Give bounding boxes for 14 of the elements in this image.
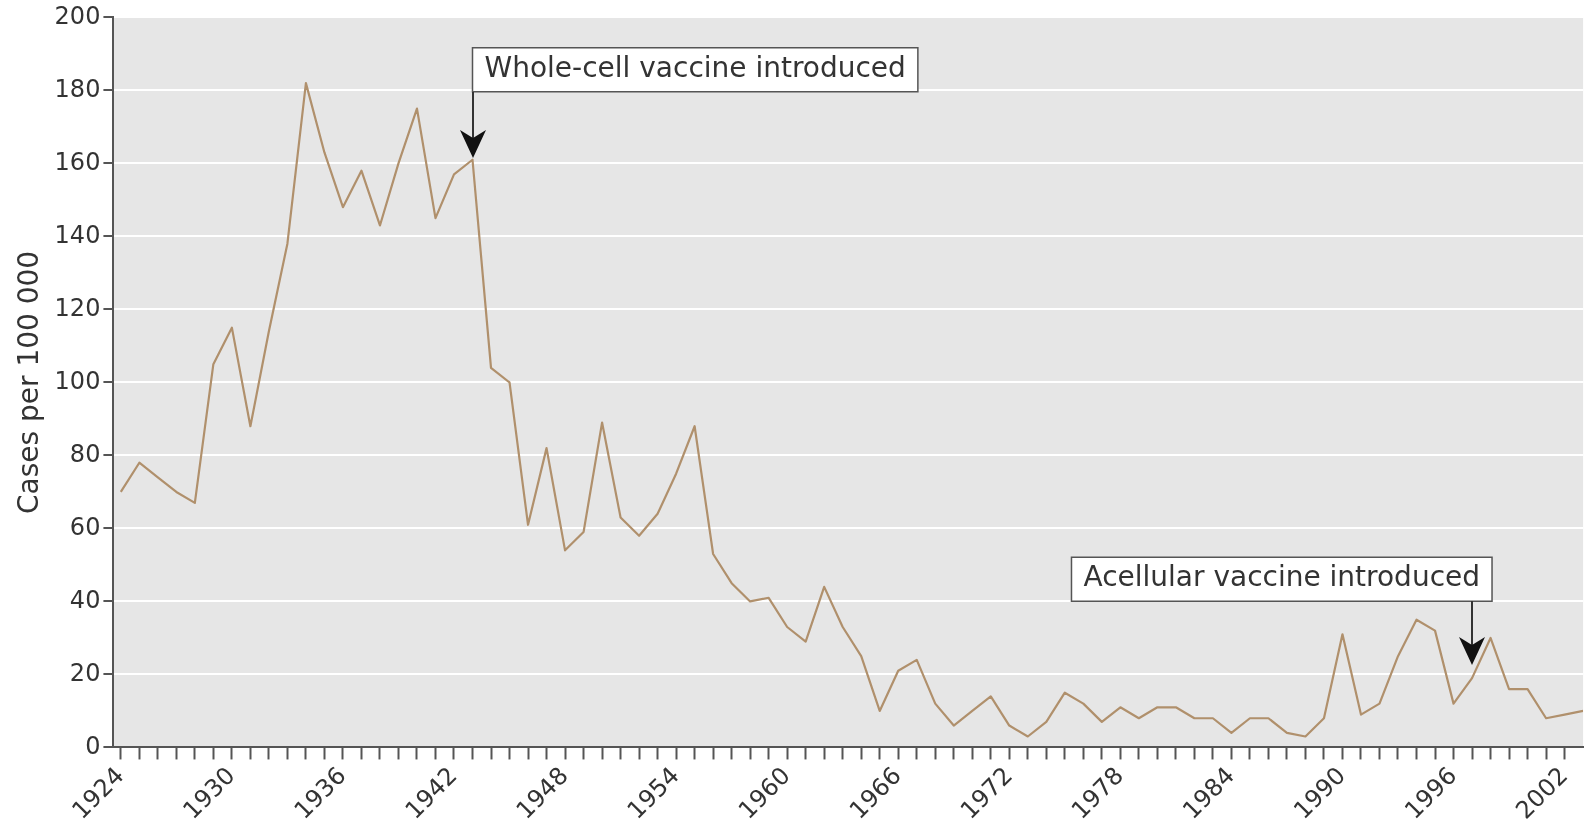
annotation: Whole-cell vaccine introduced (484, 51, 906, 85)
y-axis-title: Cases per 100 000 (12, 250, 46, 515)
y-tick-label: 100 (54, 366, 101, 395)
y-tick-label: 200 (54, 1, 101, 30)
y-tick-label: 60 (69, 512, 101, 541)
y-tick-label: 40 (69, 585, 101, 614)
y-tick-label: 160 (54, 147, 101, 176)
y-tick-label: 180 (54, 74, 101, 103)
y-tick-label: 140 (54, 220, 101, 249)
annotation: Acellular vaccine introduced (1083, 560, 1481, 594)
y-tick-label: 20 (69, 658, 101, 687)
y-tick-label: 0 (85, 731, 101, 760)
y-tick-label: 80 (69, 439, 101, 468)
y-tick-label: 120 (54, 293, 101, 322)
